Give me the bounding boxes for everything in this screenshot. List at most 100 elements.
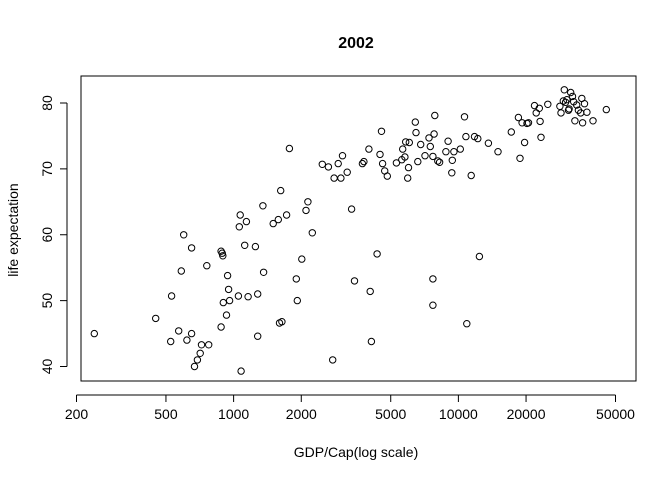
data-point	[421, 152, 429, 160]
data-point	[360, 157, 368, 166]
data-point	[565, 105, 573, 113]
plot-frame	[80, 75, 637, 382]
data-point	[530, 101, 539, 110]
x-tick-label: 5000	[375, 406, 406, 422]
data-point	[467, 171, 475, 180]
data-point	[278, 318, 286, 326]
data-point	[318, 160, 326, 169]
data-point	[224, 285, 233, 294]
data-point	[404, 163, 413, 172]
data-point	[197, 341, 206, 349]
data-point	[573, 101, 581, 109]
data-point	[535, 104, 543, 113]
data-point	[277, 186, 285, 195]
data-point	[285, 144, 294, 153]
data-point	[516, 154, 524, 163]
data-point	[293, 296, 301, 305]
data-point	[507, 128, 515, 136]
data-point	[456, 145, 464, 153]
data-point	[167, 337, 175, 346]
data-point	[392, 159, 401, 167]
data-point	[494, 148, 502, 156]
data-point	[203, 262, 211, 270]
y-tick-label: 70	[39, 161, 55, 177]
data-point	[430, 130, 438, 138]
data-point	[377, 127, 386, 136]
data-point	[462, 132, 470, 141]
y-axis-title: life expectation	[5, 183, 21, 276]
data-point	[196, 349, 204, 357]
x-axis: 200 500 1000 2000 5000 10000 20000 50000	[65, 394, 635, 422]
x-tick-label: 20000	[507, 406, 546, 422]
data-point	[414, 157, 422, 166]
data-point	[405, 138, 413, 147]
data-point	[292, 275, 300, 283]
data-point	[435, 158, 444, 167]
data-point	[235, 223, 244, 231]
x-axis-title: GDP/Cap(log scale)	[294, 444, 419, 460]
data-point	[563, 96, 571, 104]
data-point	[460, 113, 469, 121]
data-point	[343, 168, 351, 176]
data-point	[429, 301, 437, 309]
data-point	[444, 137, 452, 145]
data-point	[304, 198, 312, 206]
data-point	[567, 88, 575, 97]
data-points	[90, 86, 610, 375]
y-axis: 40 50 60 70 80	[39, 95, 68, 375]
data-point	[259, 202, 267, 210]
data-point	[376, 150, 384, 159]
data-point	[324, 163, 333, 171]
data-point	[429, 152, 437, 161]
data-point	[411, 118, 419, 126]
data-point	[308, 229, 316, 237]
data-point	[514, 113, 523, 122]
data-point	[269, 219, 277, 228]
data-point	[474, 134, 482, 143]
data-point	[448, 156, 456, 165]
data-point	[367, 337, 376, 346]
data-point	[602, 105, 610, 114]
data-point	[450, 148, 458, 156]
data-point	[90, 329, 99, 338]
data-point	[329, 356, 337, 364]
data-point	[282, 211, 291, 219]
data-point	[425, 134, 433, 142]
x-tick-label: 50000	[596, 406, 635, 422]
data-point	[183, 336, 191, 344]
data-point	[350, 277, 359, 285]
x-tick-label: 200	[65, 406, 89, 422]
data-point	[383, 172, 391, 180]
data-point	[442, 148, 450, 156]
data-point	[412, 128, 420, 137]
data-point	[347, 205, 356, 213]
y-tick-label: 80	[39, 95, 55, 111]
data-point	[177, 267, 186, 275]
data-point	[520, 138, 529, 147]
chart-title: 2002	[338, 35, 374, 52]
data-point	[358, 159, 367, 168]
y-tick-label: 40	[39, 359, 55, 375]
data-point	[167, 292, 176, 300]
data-point	[568, 92, 577, 101]
x-tick-label: 500	[154, 406, 178, 422]
data-point	[302, 206, 310, 215]
data-point	[222, 311, 231, 319]
data-point	[237, 367, 245, 375]
y-tick-label: 60	[39, 227, 55, 243]
data-point	[580, 100, 589, 108]
x-tick-label: 1000	[218, 406, 249, 422]
data-point	[404, 174, 412, 182]
data-point	[434, 157, 442, 165]
data-point	[244, 293, 252, 301]
data-point	[426, 142, 434, 151]
data-point	[578, 119, 587, 127]
data-point	[205, 341, 213, 349]
data-point	[236, 211, 244, 219]
data-point	[560, 86, 568, 94]
data-point	[544, 100, 552, 109]
data-point	[334, 159, 342, 168]
data-point	[532, 109, 540, 117]
